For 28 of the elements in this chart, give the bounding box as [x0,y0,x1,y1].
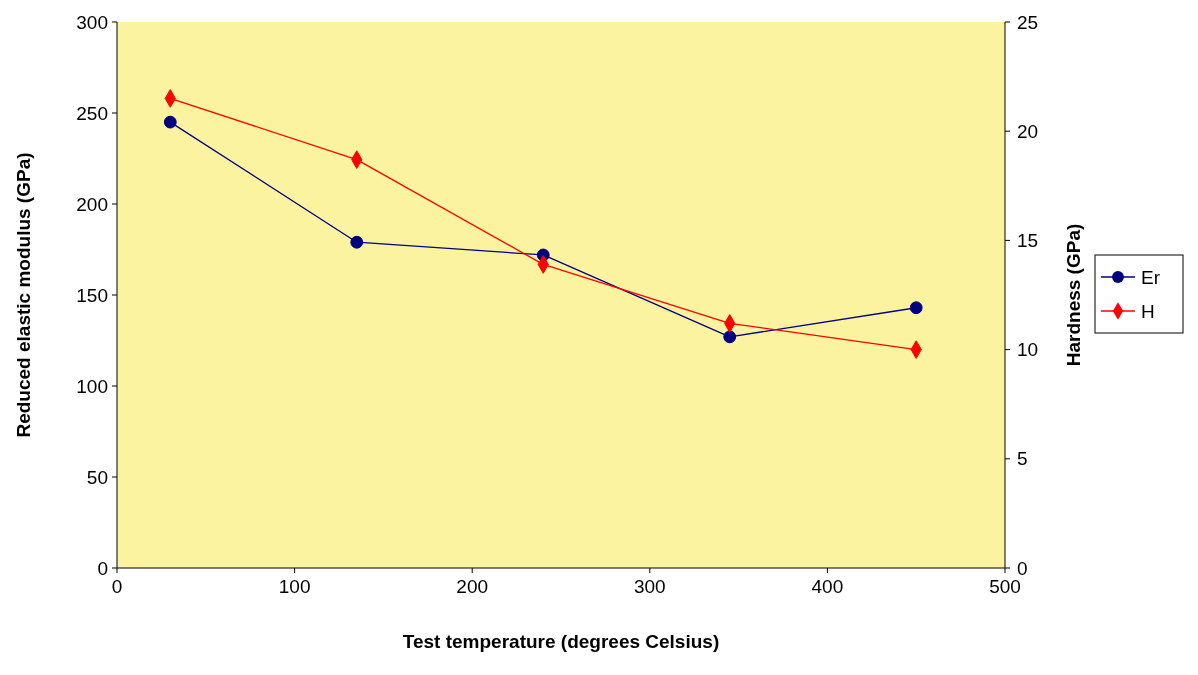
point [909,301,923,315]
x-tick-label: 200 [456,576,489,597]
x-axis-title: Test temperature (degrees Celsius) [402,631,720,652]
y-tick-label: 50 [86,466,108,488]
point [723,330,737,344]
y2-axis-title: Hardness (GPa) [1063,223,1084,367]
y2-tick-label: 10 [1017,339,1039,361]
point [163,115,177,129]
y2-tick-label: 0 [1017,557,1028,579]
y-tick-label: 100 [76,375,108,397]
y-tick-label: 200 [76,193,108,215]
y-axis-title: Reduced elastic modulus (GPa) [13,152,34,438]
legend-label: Er [1141,266,1161,288]
y-tick-label: 150 [76,284,108,306]
y-tick-label: 250 [76,102,108,124]
legend-label: H [1141,300,1155,322]
x-tick-label: 400 [811,576,844,597]
x-tick-label: 100 [278,576,311,597]
x-tick-label: 500 [989,576,1021,597]
y2-tick-label: 5 [1017,448,1028,470]
point [350,235,364,249]
x-tick-label: 300 [633,576,666,597]
y-tick-label: 0 [97,557,108,579]
y2-tick-label: 20 [1017,120,1039,142]
y-tick-label: 300 [76,11,108,33]
x-tick-label: 0 [111,576,123,597]
y2-tick-label: 15 [1017,230,1039,252]
y2-tick-label: 25 [1017,11,1039,33]
